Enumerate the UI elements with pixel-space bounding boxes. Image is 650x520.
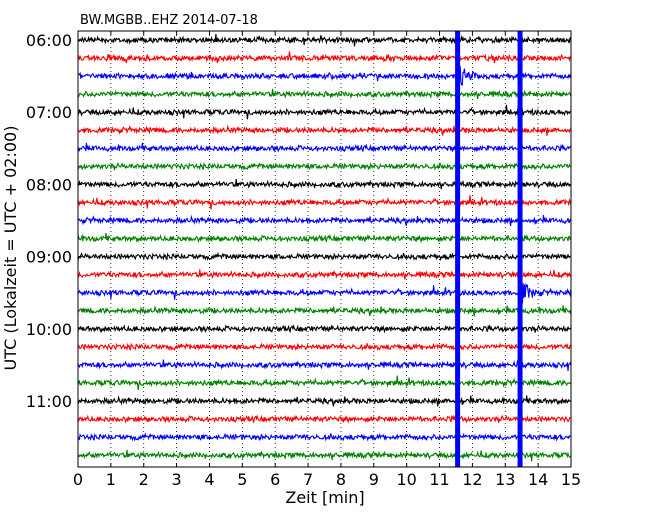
x-tick-label: 4 [204,470,214,489]
x-tick-label: 9 [369,470,379,489]
vertical-grid [110,31,539,467]
trace-1130 [77,432,572,442]
x-tick-label: 11 [429,470,449,489]
x-tick-label: 2 [139,470,149,489]
plot-frame [77,30,572,468]
spike-2 [517,31,523,467]
y-tick-label: 10:00 [26,320,72,339]
trace-0700 [77,104,572,120]
trace-1030 [77,359,572,372]
y-tick-label: 06:00 [26,31,72,50]
x-tick-label: 6 [270,470,280,489]
trace-0630 [77,66,572,86]
x-tick-label: 0 [73,470,83,489]
x-tick-label: 1 [106,470,116,489]
trace-1000 [77,324,572,334]
trace-0600 [77,34,572,47]
trace-1145 [77,449,572,462]
trace-1115 [77,414,572,424]
y-tick-label: 09:00 [26,248,72,267]
x-tick-label: 5 [237,470,247,489]
traces-group [77,34,572,462]
trace-0615 [77,51,572,64]
trace-0715 [77,124,572,136]
trace-0730 [77,142,572,154]
x-tick-label: 15 [561,470,581,489]
x-tick-label: 10 [396,470,416,489]
trace-1045 [77,375,572,391]
y-axis-label: UTC (Lokalzeit = UTC + 02:00) [1,126,20,371]
y-tick-label: 07:00 [26,103,72,122]
x-tick-label: 13 [495,470,515,489]
trace-0930 [77,282,572,306]
trace-0830 [77,214,572,227]
x-tick-label: 12 [462,470,482,489]
trace-1100 [77,395,572,407]
spikes-group [455,31,523,467]
x-axis-label: Zeit [min] [285,488,364,507]
y-tick-label: 11:00 [26,392,72,411]
x-tick-label: 3 [172,470,182,489]
trace-0945 [77,305,572,317]
trace-0815 [77,194,572,210]
trace-0845 [77,233,572,244]
trace-0645 [77,88,572,99]
trace-0745 [77,161,571,172]
y-axis-ticks: 06:00 07:00 08:00 09:00 10:00 11:00 [26,31,571,411]
trace-0900 [77,251,571,262]
y-tick-label: 08:00 [26,175,72,194]
trace-0800 [77,178,571,190]
x-tick-label: 14 [528,470,548,489]
trace-1015 [77,342,571,352]
x-tick-label: 7 [303,470,313,489]
trace-0915 [77,269,572,280]
x-axis-ticks: 0 1 2 3 4 5 6 7 8 9 10 11 12 13 14 15 [73,31,581,489]
x-tick-label: 8 [336,470,346,489]
spike-1 [455,31,461,467]
chart-title: BW.MGBB..EHZ 2014-07-18 [80,13,258,28]
